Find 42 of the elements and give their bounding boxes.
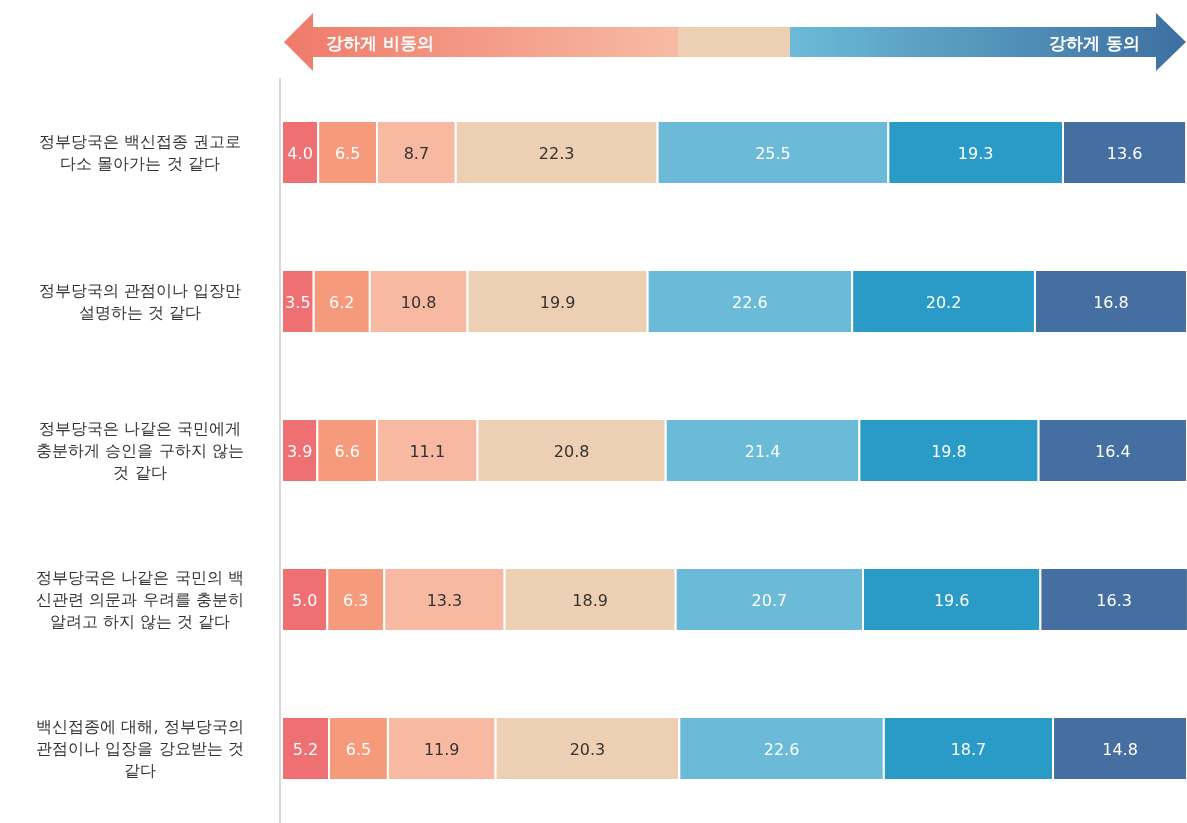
data-label: 19.3 (957, 143, 994, 163)
data-label: 13.3 (426, 590, 463, 610)
data-label: 19.6 (933, 590, 970, 610)
y-tick-label: 백신접종에 대해, 정부당국의 관점이나 입장을 강요받는 것 같다 (35, 715, 245, 782)
data-label: 5.0 (291, 590, 318, 610)
data-label: 10.8 (400, 292, 437, 312)
data-label: 18.9 (572, 590, 608, 610)
data-label: 6.5 (345, 739, 372, 759)
data-label: 13.6 (1106, 143, 1143, 163)
data-label: 8.7 (403, 143, 430, 163)
data-label: 6.6 (334, 441, 360, 461)
data-label: 20.3 (569, 739, 606, 759)
data-label: 20.2 (925, 292, 962, 312)
text: 강하게 동의 (1049, 33, 1140, 53)
data-label: 16.4 (1094, 441, 1131, 461)
data-label: 16.3 (1096, 590, 1132, 610)
data-label: 6.3 (343, 590, 369, 610)
data-label: 21.4 (744, 441, 781, 461)
data-label: 3.9 (286, 441, 313, 461)
y-tick-label: 정부당국은 나같은 국민에게 충분하게 승인을 구하지 않는 것 같다 (35, 417, 245, 484)
data-label: 16.8 (1093, 292, 1129, 312)
data-label: 19.9 (539, 292, 576, 312)
data-label: 11.9 (423, 739, 460, 759)
data-label: 18.7 (950, 739, 987, 759)
data-label: 19.8 (931, 441, 967, 461)
data-label: 22.6 (732, 292, 768, 312)
data-label: 22.3 (538, 143, 575, 163)
data-label: 5.2 (292, 739, 319, 759)
data-label: 22.6 (763, 739, 800, 759)
data-label: 4.0 (287, 143, 313, 163)
data-label: 6.2 (329, 292, 355, 312)
y-tick-label: 정부당국은 백신접종 권고로 다소 몰아가는 것 같다 (37, 130, 243, 175)
y-tick-label: 정부당국은 나같은 국민의 백신관련 의문과 우려를 충분히 알려고 하지 않는 것 같다 (35, 566, 245, 633)
data-label: 14.8 (1102, 739, 1138, 759)
data-label: 3.5 (285, 292, 311, 312)
text: 강하게 비동의 (326, 33, 434, 53)
data-label: 20.7 (751, 590, 788, 610)
y-tick-label: 정부당국의 관점이나 입장만 설명하는 것 같다 (37, 279, 243, 324)
data-label: 25.5 (755, 143, 791, 163)
data-label: 6.5 (334, 143, 361, 163)
data-label: 20.8 (553, 441, 590, 461)
data-label: 11.1 (409, 441, 446, 461)
